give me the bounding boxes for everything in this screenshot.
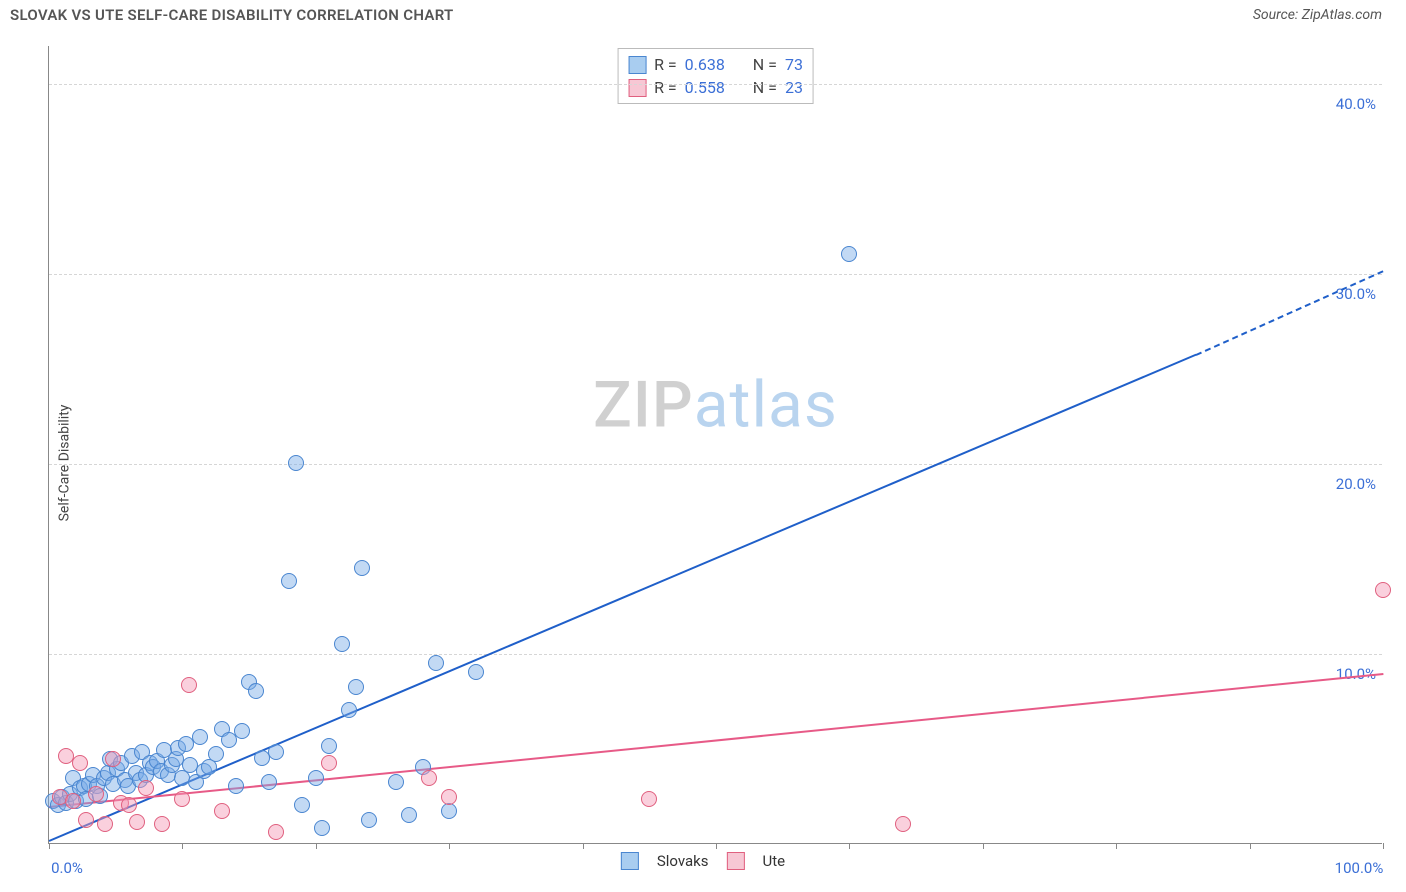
regression-line <box>1196 270 1384 355</box>
data-point <box>388 774 404 790</box>
legend-series-label: Ute <box>763 852 786 870</box>
watermark: ZIPatlas <box>593 367 838 442</box>
data-point <box>234 723 250 739</box>
x-tick-label: 100.0% <box>1335 859 1384 877</box>
data-point <box>288 455 304 471</box>
data-point <box>468 664 484 680</box>
legend-r-value: 0.558 <box>685 78 725 97</box>
legend-swatch <box>628 56 646 74</box>
legend-stats-row: R = 0.558 N = 23 <box>628 76 803 99</box>
legend-n-value: 23 <box>785 78 803 97</box>
data-point <box>321 738 337 754</box>
data-point <box>401 807 417 823</box>
source-attribution: Source: ZipAtlas.com <box>1253 7 1382 23</box>
legend-series-label: Slovaks <box>657 852 709 870</box>
legend-n-label: N = <box>753 78 777 97</box>
legend-swatch <box>628 79 646 97</box>
data-point <box>354 560 370 576</box>
regression-line <box>49 354 1197 842</box>
data-point <box>181 677 197 693</box>
data-point <box>441 789 457 805</box>
data-point <box>1375 582 1391 598</box>
data-point <box>308 770 324 786</box>
legend-r-label: R = <box>654 78 677 97</box>
data-point <box>228 778 244 794</box>
data-point <box>138 780 154 796</box>
legend-series: Slovaks Ute <box>621 852 785 870</box>
data-point <box>321 755 337 771</box>
legend-stats-row: R = 0.638 N = 73 <box>628 53 803 76</box>
legend-n-label: N = <box>753 55 777 74</box>
watermark-atlas: atlas <box>694 367 838 442</box>
y-tick-label: 40.0% <box>1336 95 1376 113</box>
x-tick <box>449 843 450 849</box>
data-point <box>268 824 284 840</box>
data-point <box>72 755 88 771</box>
data-point <box>334 636 350 652</box>
legend-swatch <box>727 852 745 870</box>
data-point <box>78 812 94 828</box>
data-point <box>314 820 330 836</box>
x-tick-label: 0.0% <box>51 859 83 877</box>
data-point <box>428 655 444 671</box>
data-point <box>88 786 104 802</box>
data-point <box>641 791 657 807</box>
chart-title: SLOVAK VS UTE SELF-CARE DISABILITY CORRE… <box>10 6 454 24</box>
data-point <box>97 816 113 832</box>
data-point <box>281 573 297 589</box>
watermark-zip: ZIP <box>593 367 694 442</box>
data-point <box>348 679 364 695</box>
data-point <box>154 816 170 832</box>
data-point <box>192 729 208 745</box>
data-point <box>129 814 145 830</box>
data-point <box>174 791 190 807</box>
data-point <box>895 816 911 832</box>
data-point <box>105 751 121 767</box>
x-tick <box>1383 843 1384 849</box>
data-point <box>248 683 264 699</box>
chart-container: Self-Care Disability ZIPatlas R = 0.638 … <box>0 34 1406 892</box>
x-tick <box>716 843 717 849</box>
legend-stats: R = 0.638 N = 73 R = 0.558 N = 23 <box>617 48 814 104</box>
x-tick <box>1250 843 1251 849</box>
y-tick-label: 20.0% <box>1336 475 1376 493</box>
x-tick <box>849 843 850 849</box>
data-point <box>268 744 284 760</box>
data-point <box>841 246 857 262</box>
data-point <box>208 746 224 762</box>
gridline-h <box>49 84 1382 85</box>
data-point <box>65 793 81 809</box>
data-point <box>261 774 277 790</box>
x-tick <box>983 843 984 849</box>
legend-r-label: R = <box>654 55 677 74</box>
x-tick <box>1116 843 1117 849</box>
data-point <box>341 702 357 718</box>
gridline-h <box>49 464 1382 465</box>
legend-swatch <box>621 852 639 870</box>
legend-n-value: 73 <box>785 55 803 74</box>
x-tick <box>316 843 317 849</box>
data-point <box>121 797 137 813</box>
data-point <box>214 803 230 819</box>
legend-r-value: 0.638 <box>685 55 725 74</box>
plot-area: ZIPatlas R = 0.638 N = 73 R = 0.558 N = … <box>48 46 1382 844</box>
x-tick <box>49 843 50 849</box>
data-point <box>294 797 310 813</box>
data-point <box>421 770 437 786</box>
gridline-h <box>49 654 1382 655</box>
x-tick <box>583 843 584 849</box>
data-point <box>361 812 377 828</box>
x-tick <box>182 843 183 849</box>
gridline-h <box>49 274 1382 275</box>
header: SLOVAK VS UTE SELF-CARE DISABILITY CORRE… <box>0 0 1406 30</box>
